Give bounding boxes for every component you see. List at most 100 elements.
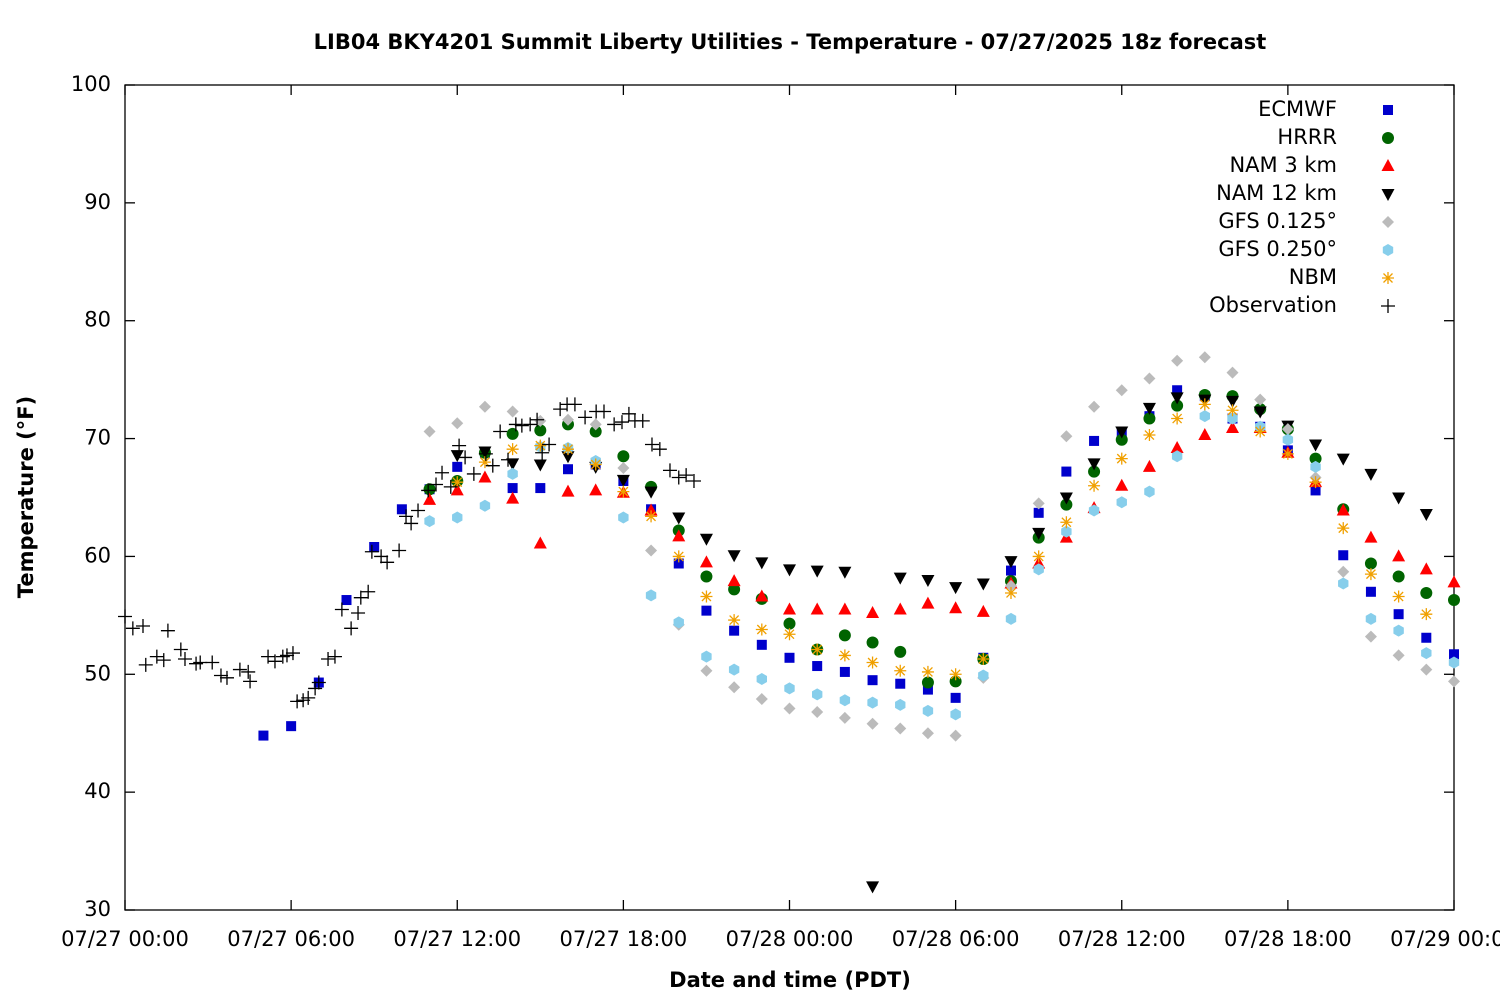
data-point: [478, 470, 492, 483]
x-axis-label: Date and time (PDT): [669, 968, 911, 992]
data-point: [125, 621, 140, 636]
data-point: [783, 564, 796, 577]
data-point: [506, 491, 520, 504]
data-point: [1061, 466, 1072, 477]
data-point: [534, 439, 547, 452]
legend-marker: [1382, 132, 1394, 144]
data-point: [1419, 562, 1433, 575]
data-point: [1006, 565, 1016, 576]
data-point: [1226, 420, 1239, 433]
data-point: [673, 616, 684, 629]
data-point: [728, 583, 741, 596]
data-point: [618, 511, 629, 524]
data-point: [977, 652, 990, 665]
data-point: [1088, 400, 1101, 413]
data-point: [616, 474, 630, 487]
data-point: [596, 404, 611, 419]
data-point: [485, 458, 500, 473]
data-point: [679, 468, 694, 483]
y-axis-label: Temperature (°F): [14, 396, 38, 598]
data-point: [1115, 452, 1128, 465]
data-point: [607, 417, 622, 432]
data-point: [369, 542, 380, 552]
data-point: [1142, 459, 1156, 472]
y-tick-label: 100: [71, 72, 111, 96]
data-point: [1088, 479, 1101, 492]
data-point: [341, 595, 352, 606]
data-point: [1420, 663, 1433, 676]
data-point: [514, 418, 529, 433]
data-point: [279, 648, 294, 663]
data-point: [755, 589, 769, 602]
data-point: [727, 550, 741, 563]
data-point: [534, 424, 547, 437]
data-point: [589, 418, 602, 431]
data-point: [1171, 399, 1184, 412]
data-point: [156, 653, 171, 668]
data-point: [1448, 594, 1460, 607]
legend-label: GFS 0.125°: [1218, 209, 1337, 233]
data-point: [452, 511, 463, 524]
data-point: [839, 666, 850, 677]
legend-label: ECMWF: [1258, 97, 1337, 121]
data-point: [1199, 410, 1211, 423]
data-point: [894, 722, 907, 735]
data-point: [533, 536, 547, 549]
data-point: [1254, 393, 1267, 406]
data-point: [478, 400, 491, 413]
chart-title: LIB04 BKY4201 Summit Liberty Utilities -…: [314, 30, 1267, 54]
y-tick-label: 90: [84, 190, 111, 214]
data-point: [1449, 649, 1459, 660]
data-point: [1282, 433, 1294, 446]
data-point: [535, 483, 546, 494]
data-point: [1227, 412, 1238, 425]
data-point: [949, 582, 963, 595]
data-point: [452, 438, 467, 453]
data-point: [617, 450, 630, 463]
data-point: [138, 657, 153, 672]
x-tick-label: 07/27 06:00: [227, 927, 355, 951]
data-point: [1392, 492, 1406, 505]
data-point: [1365, 612, 1377, 625]
data-point: [374, 549, 389, 564]
data-point: [700, 590, 713, 603]
data-point: [921, 575, 935, 587]
data-point: [1310, 485, 1321, 496]
data-point: [644, 486, 658, 499]
data-point: [1338, 550, 1349, 561]
data-point: [700, 570, 713, 583]
data-point: [392, 543, 407, 558]
data-point: [399, 509, 414, 524]
data-point: [1226, 395, 1239, 408]
data-point: [311, 675, 326, 690]
data-point: [1337, 522, 1350, 535]
data-point: [635, 413, 650, 428]
data-point: [866, 717, 879, 730]
data-point: [308, 681, 323, 696]
data-point: [866, 606, 880, 618]
data-point: [1309, 439, 1323, 452]
data-point: [672, 512, 686, 525]
data-point: [729, 625, 740, 636]
data-point: [429, 477, 444, 492]
data-point: [421, 483, 436, 498]
data-point: [1005, 586, 1017, 599]
legend-marker: [1382, 272, 1394, 284]
legend-marker: [1381, 189, 1395, 201]
data-point: [1170, 392, 1184, 405]
data-point: [755, 623, 768, 636]
legend-label: HRRR: [1277, 125, 1337, 149]
data-point: [811, 688, 823, 701]
data-point: [1060, 498, 1073, 511]
data-point: [645, 544, 658, 557]
data-point: [1060, 516, 1073, 529]
data-point: [542, 437, 557, 452]
data-point: [672, 550, 685, 563]
data-point: [894, 645, 907, 658]
data-point: [1143, 429, 1156, 442]
data-point: [811, 643, 824, 656]
data-point: [1171, 450, 1183, 463]
data-point: [1338, 577, 1349, 590]
